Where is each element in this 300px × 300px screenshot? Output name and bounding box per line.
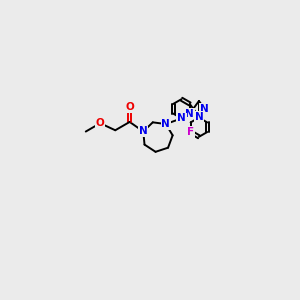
Text: F: F <box>187 127 194 137</box>
Text: N: N <box>194 112 203 122</box>
Text: N: N <box>185 109 194 118</box>
Text: O: O <box>96 118 105 128</box>
Text: N: N <box>161 119 170 129</box>
Text: N: N <box>200 104 209 114</box>
Text: N: N <box>177 113 186 123</box>
Text: N: N <box>139 127 148 136</box>
Text: O: O <box>125 102 134 112</box>
